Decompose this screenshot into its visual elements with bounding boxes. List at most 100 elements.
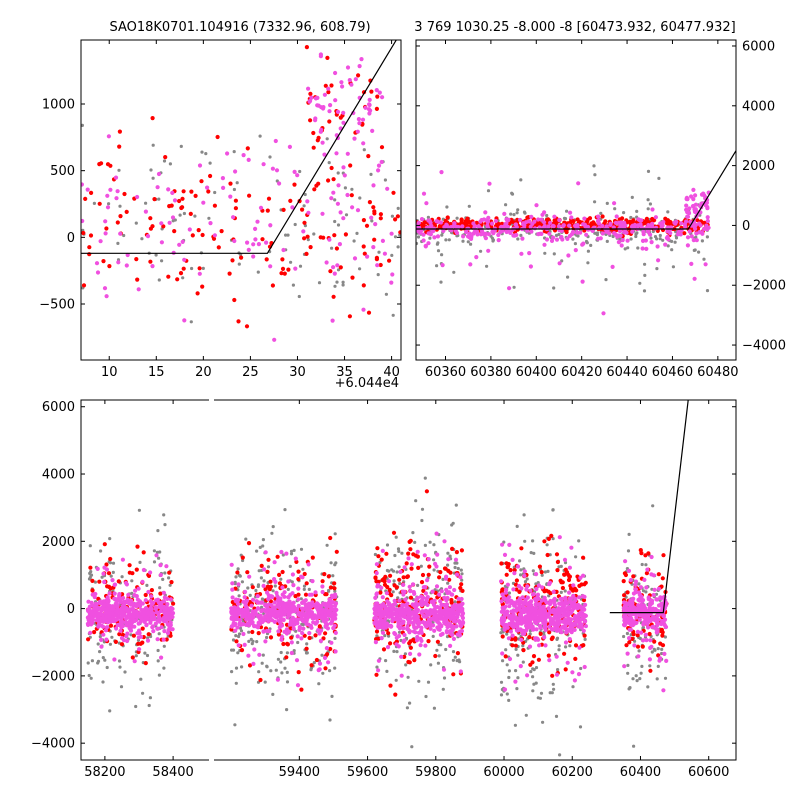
data-point-gray — [436, 661, 440, 665]
data-point-magenta — [165, 631, 171, 636]
data-point-gray — [655, 267, 659, 271]
data-point-red — [459, 548, 464, 553]
data-point-magenta — [596, 236, 601, 241]
data-point-gray — [507, 591, 511, 595]
data-point-magenta — [396, 622, 401, 628]
data-point-gray — [523, 580, 528, 584]
data-point-magenta — [571, 583, 576, 588]
data-point-magenta — [225, 151, 230, 156]
data-point-gray — [432, 568, 436, 572]
data-point-magenta — [300, 606, 305, 611]
data-point-magenta — [301, 619, 306, 624]
data-point-magenta — [150, 624, 156, 629]
data-point-magenta — [308, 98, 313, 103]
data-point-gray — [246, 586, 250, 590]
data-point-red — [279, 271, 284, 276]
data-point-gray — [274, 668, 278, 672]
data-point-magenta — [685, 243, 691, 248]
data-point-magenta — [330, 617, 335, 622]
data-point-red — [323, 631, 328, 636]
data-point-gray — [670, 248, 674, 252]
data-point-red — [88, 565, 93, 570]
data-point-magenta — [318, 638, 323, 644]
data-point-magenta — [376, 612, 381, 617]
data-point-red — [146, 573, 152, 579]
data-point-magenta — [366, 107, 372, 112]
data-point-magenta — [375, 263, 380, 268]
data-point-magenta — [562, 557, 568, 563]
data-point-magenta — [316, 615, 321, 620]
data-point-gray — [395, 570, 399, 574]
data-point-red — [175, 277, 180, 282]
data-point-gray — [384, 292, 388, 296]
data-point-magenta — [158, 572, 163, 578]
data-point-gray — [622, 634, 626, 639]
data-point-magenta — [548, 220, 553, 225]
data-point-red — [660, 643, 666, 648]
data-point-magenta — [145, 234, 151, 239]
data-point-magenta — [104, 637, 109, 642]
data-point-gray — [649, 236, 653, 240]
data-point-magenta — [332, 271, 337, 276]
data-point-red — [325, 55, 330, 61]
data-point-gray — [333, 666, 337, 670]
data-point-gray — [193, 214, 197, 218]
data-point-red — [362, 251, 367, 256]
data-point-red — [256, 631, 261, 636]
data-point-red — [101, 259, 106, 264]
data-point-magenta — [468, 262, 473, 267]
data-point-magenta — [537, 643, 542, 648]
data-point-magenta — [120, 557, 125, 562]
data-point-gray — [534, 666, 539, 670]
data-point-magenta — [340, 84, 345, 89]
data-point-gray — [312, 232, 316, 236]
data-point-red — [314, 657, 319, 663]
data-point-gray — [626, 246, 630, 250]
data-point-gray — [504, 648, 508, 652]
data-point-gray — [233, 580, 237, 585]
data-point-magenta — [280, 634, 285, 640]
data-point-gray — [392, 579, 396, 583]
data-point-gray — [479, 249, 483, 253]
data-point-gray — [631, 677, 635, 681]
data-point-magenta — [459, 596, 464, 602]
data-point-magenta — [403, 597, 408, 602]
y-tick-label: 2000 — [742, 159, 775, 174]
data-point-gray — [328, 669, 332, 673]
data-point-red — [193, 193, 198, 198]
data-point-magenta — [278, 607, 283, 613]
data-point-magenta — [104, 294, 109, 299]
data-point-gray — [271, 525, 275, 529]
data-point-gray — [467, 204, 471, 208]
data-point-gray — [312, 661, 316, 665]
data-point-gray — [394, 678, 398, 682]
data-point-red — [374, 106, 379, 111]
data-point-red — [638, 548, 643, 553]
data-point-red — [197, 266, 202, 271]
data-point-magenta — [317, 631, 322, 636]
data-point-magenta — [141, 567, 146, 573]
data-point-red — [136, 641, 141, 646]
data-point-gray — [605, 239, 609, 243]
data-point-magenta — [567, 223, 572, 228]
data-point-gray — [411, 531, 415, 535]
data-point-magenta — [134, 609, 139, 614]
data-point-magenta — [88, 630, 93, 635]
data-point-magenta — [156, 171, 162, 177]
data-point-magenta — [86, 618, 92, 623]
data-point-gray — [626, 663, 630, 668]
data-point-gray — [447, 238, 451, 242]
data-point-magenta — [275, 677, 280, 682]
data-point-gray — [378, 560, 382, 565]
data-point-gray — [423, 476, 427, 480]
data-point-magenta — [590, 228, 595, 233]
data-point-magenta — [376, 668, 381, 673]
data-point-magenta — [121, 595, 126, 601]
data-point-gray — [650, 650, 654, 654]
data-point-red — [169, 580, 174, 585]
data-point-magenta — [442, 620, 447, 625]
data-point-magenta — [415, 607, 420, 613]
data-point-magenta — [318, 129, 323, 134]
data-point-gray — [302, 587, 306, 592]
data-point-gray — [260, 597, 264, 601]
